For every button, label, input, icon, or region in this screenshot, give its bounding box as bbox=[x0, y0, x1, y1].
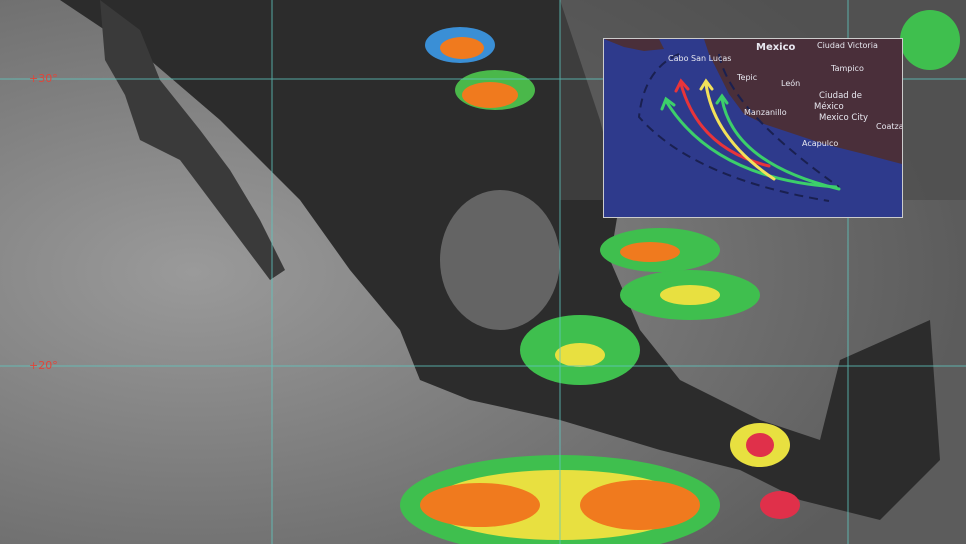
city-mexico: México bbox=[814, 102, 844, 112]
mainland-mexico bbox=[60, 0, 940, 520]
track-green-inner bbox=[720, 97, 841, 191]
inset-baja bbox=[604, 39, 664, 51]
city-ciudad-victoria: Ciudad Victoria bbox=[817, 41, 878, 50]
track-green-outer bbox=[664, 99, 838, 189]
city-manzanillo: Manzanillo bbox=[744, 108, 787, 117]
inset-land bbox=[704, 39, 902, 164]
arrowhead-icon bbox=[699, 78, 714, 91]
city-tepic: Tepic bbox=[737, 73, 758, 82]
arrowhead-icon bbox=[715, 93, 729, 105]
latitude-label-30: +30° bbox=[29, 72, 58, 85]
city-acapulco: Acapulco bbox=[802, 139, 839, 148]
arrowhead-icon bbox=[660, 96, 676, 111]
hurricane-track-inset-map: Mexico Cabo San Lucas Ciudad Victoria Te… bbox=[603, 38, 903, 218]
baja-california bbox=[100, 0, 285, 280]
cone-of-uncertainty bbox=[637, 53, 840, 202]
city-tampico: Tampico bbox=[831, 64, 864, 73]
track-red bbox=[679, 82, 771, 168]
city-mexico-city: Mexico City bbox=[819, 113, 869, 123]
latitude-label-20: +20° bbox=[29, 359, 58, 372]
city-cabo-san-lucas: Cabo San Lucas bbox=[668, 54, 732, 63]
arrowhead-icon bbox=[674, 78, 690, 93]
city-coatzacoalcos: Coatza bbox=[876, 122, 903, 131]
inset-country-label: Mexico bbox=[756, 42, 796, 53]
city-ciudad-de: Ciudad de bbox=[819, 91, 863, 101]
track-yellow bbox=[704, 82, 776, 181]
city-leon: León bbox=[781, 79, 801, 88]
